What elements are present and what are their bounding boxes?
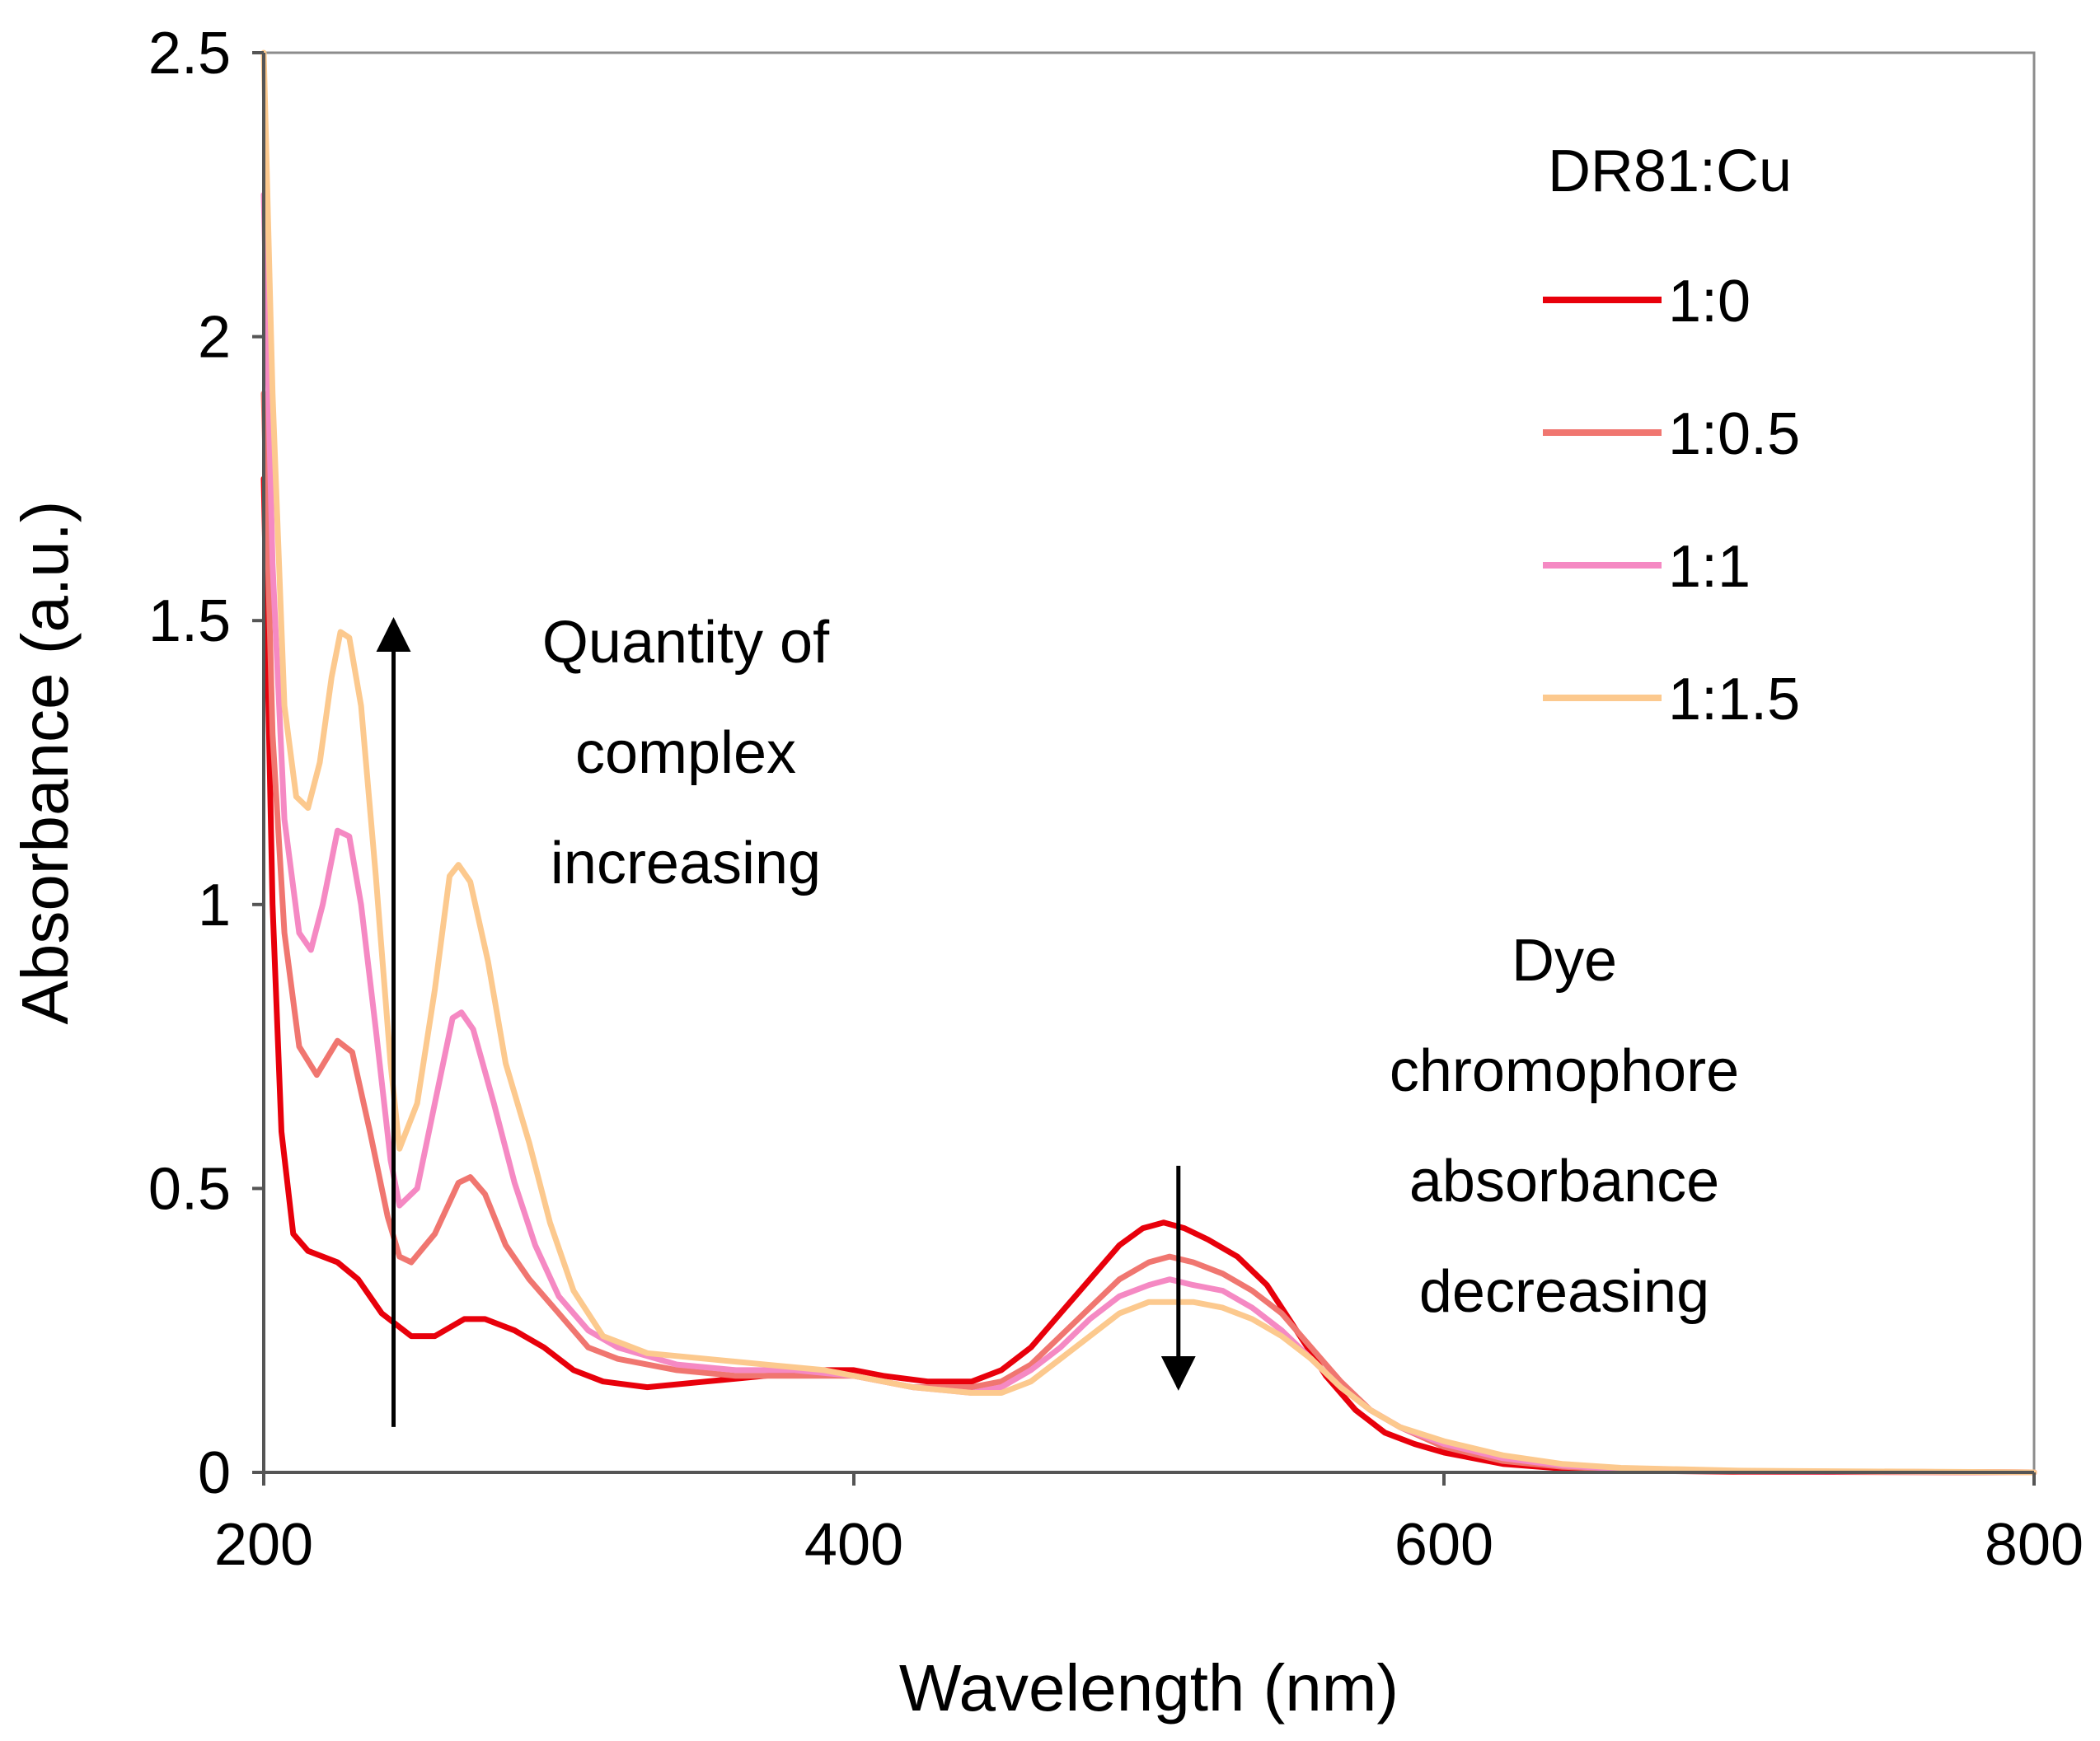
y-tick-label: 2 — [198, 305, 231, 371]
annotation-text-line: Dye — [1512, 928, 1617, 994]
y-tick-label: 0.5 — [148, 1156, 231, 1222]
x-tick-label: 800 — [1985, 1512, 2084, 1578]
x-tick-label: 600 — [1395, 1512, 1493, 1578]
legend-label-1-1: 1:1 — [1668, 534, 1751, 600]
y-tick-label: 2.5 — [148, 21, 231, 87]
annotation-text-line: complex — [575, 720, 796, 786]
annotation-text-line: Quantity of — [542, 610, 830, 676]
x-axis-title: Wavelength (nm) — [899, 1651, 1399, 1725]
annotation-layer: Quantity of complex increasing Dye chromopho… — [376, 610, 1739, 1427]
axes: 0 0.5 1 1.5 2 2.5 200 400 600 800 Wavelength (nm) A… — [8, 21, 2084, 1725]
annotation-text-line: increasing — [551, 831, 821, 896]
y-tick-label: 1.5 — [148, 588, 231, 654]
legend-label-1-0-5: 1:0.5 — [1668, 401, 1800, 467]
x-tick-label: 200 — [214, 1512, 313, 1578]
y-tick-label: 1 — [198, 873, 231, 938]
legend-title: DR81:Cu — [1548, 138, 1792, 204]
annotation-text-line: decreasing — [1419, 1259, 1709, 1325]
series-line-1-0 — [260, 475, 2037, 1476]
series-line-1-0-5 — [260, 391, 2037, 1476]
y-tick-label: 0 — [198, 1440, 231, 1506]
y-axis-title: Absorbance (a.u.) — [8, 501, 82, 1025]
legend-label-1-0: 1:0 — [1668, 269, 1751, 335]
annotation-text-line: chromophore — [1390, 1038, 1739, 1104]
legend-label-1-1-5: 1:1.5 — [1668, 667, 1800, 732]
legend: DR81:Cu 1:0 1:0.5 1:1 1:1.5 — [1543, 138, 1800, 732]
x-tick-label: 400 — [804, 1512, 903, 1578]
series-line-1-1-5 — [260, 49, 2037, 1476]
series-layer — [260, 49, 2037, 1476]
annotation-text-line: absorbance — [1409, 1149, 1719, 1214]
